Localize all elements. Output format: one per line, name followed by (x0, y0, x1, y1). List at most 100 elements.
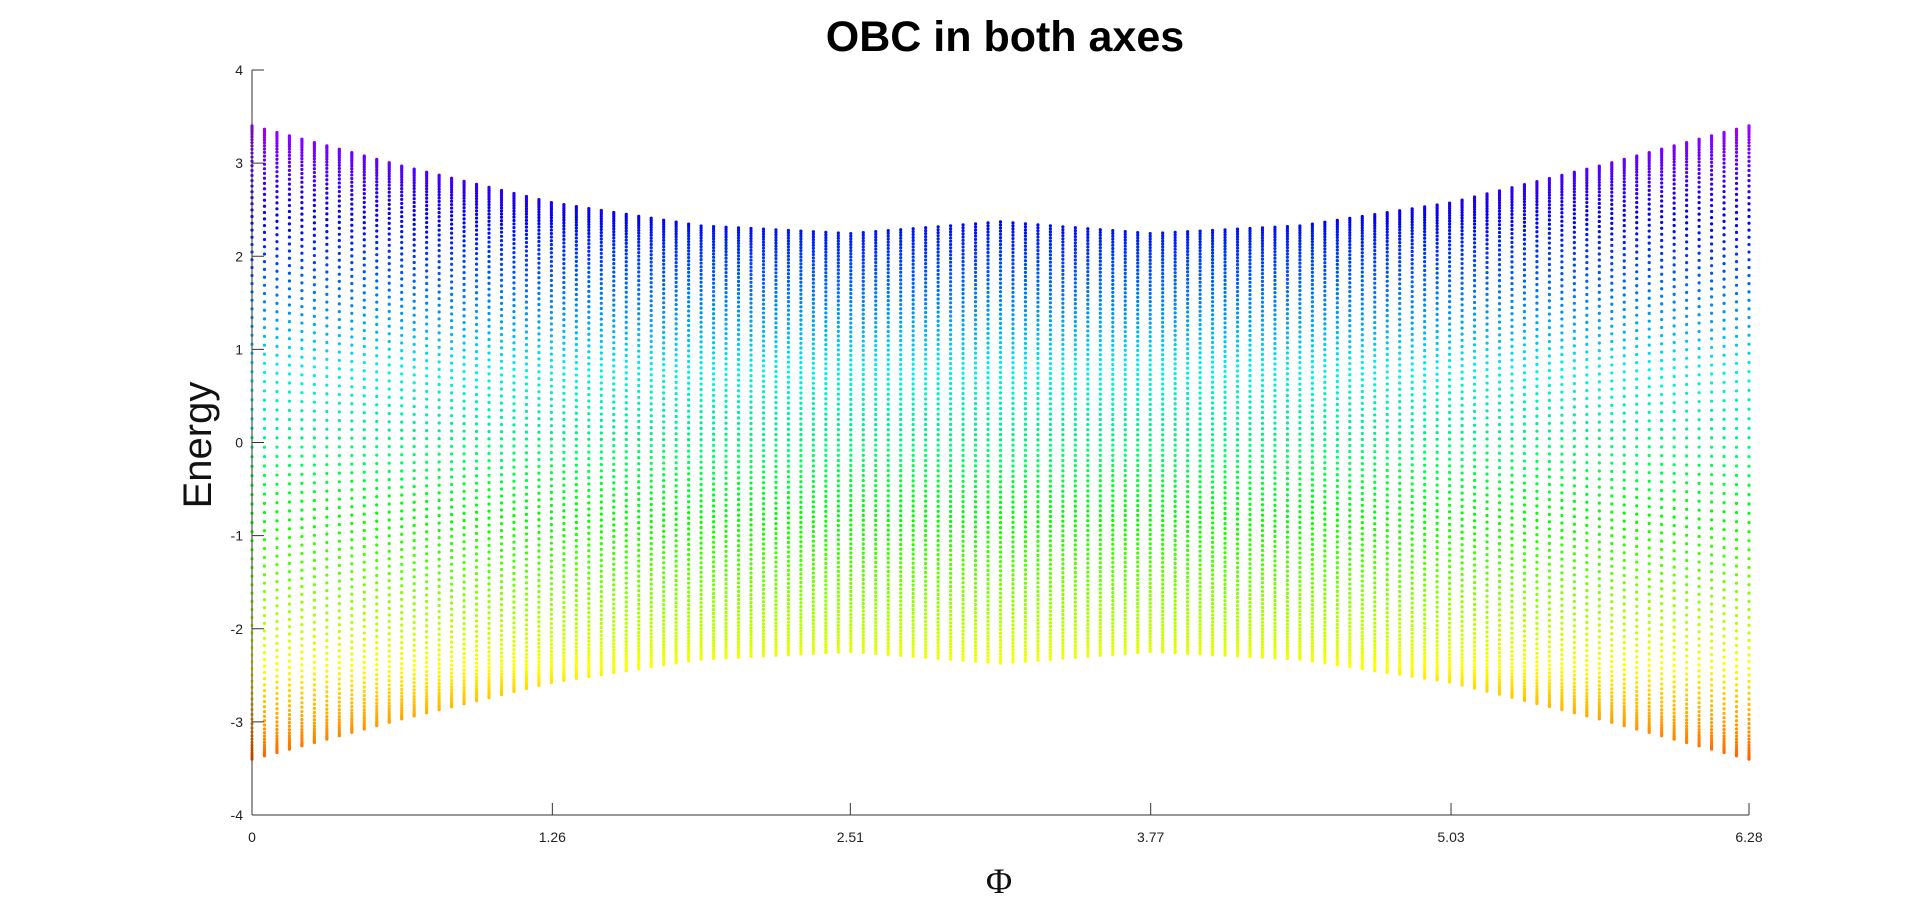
scatter-point (425, 246, 429, 250)
scatter-point (861, 513, 865, 517)
scatter-point (412, 500, 416, 504)
scatter-point (674, 478, 678, 482)
scatter-point (699, 536, 703, 540)
scatter-point (662, 397, 666, 401)
scatter-point (624, 419, 628, 423)
scatter-point (637, 630, 641, 635)
scatter-point (749, 619, 753, 623)
scatter-point (612, 210, 616, 215)
scatter-point (799, 269, 803, 273)
scatter-point (662, 654, 666, 658)
scatter-point (761, 390, 766, 394)
scatter-point (362, 711, 366, 715)
scatter-point (412, 238, 416, 242)
scatter-point (799, 309, 803, 313)
scatter-point (400, 661, 404, 666)
scatter-point (574, 567, 578, 571)
scatter-point (474, 675, 479, 680)
scatter-point (724, 614, 728, 618)
scatter-point (487, 543, 491, 548)
scatter-point (724, 582, 728, 586)
scatter-point (736, 405, 741, 409)
scatter-point (337, 204, 341, 208)
scatter-point (287, 363, 292, 367)
scatter-point (736, 323, 741, 327)
scatter-point (674, 506, 678, 510)
scatter-point (687, 259, 691, 263)
scatter-point (537, 589, 541, 594)
scatter-point (512, 600, 516, 604)
scatter-point (761, 502, 766, 506)
scatter-point (387, 339, 391, 344)
scatter-point (312, 702, 316, 706)
scatter-point (562, 636, 566, 640)
scatter-point (262, 334, 267, 338)
scatter-point (400, 277, 404, 281)
scatter-point (549, 404, 554, 408)
scatter-column (599, 208, 603, 677)
scatter-point (711, 273, 716, 277)
scatter-point (537, 584, 541, 588)
scatter-point (724, 232, 728, 237)
scatter-point (849, 372, 853, 377)
scatter-point (649, 402, 653, 406)
scatter-column (836, 231, 840, 654)
scatter-point (711, 560, 716, 564)
scatter-point (300, 691, 304, 695)
scatter-point (487, 195, 491, 199)
scatter-point (824, 607, 828, 611)
scatter-point (574, 251, 578, 255)
scatter-point (375, 686, 379, 690)
scatter-point (761, 315, 766, 320)
scatter-point (736, 572, 741, 576)
scatter-point (437, 694, 441, 698)
scatter-point (761, 427, 766, 431)
scatter-point (761, 649, 766, 653)
scatter-point (462, 647, 466, 651)
scatter-point (537, 239, 541, 244)
scatter-point (624, 305, 628, 309)
scatter-point (450, 226, 454, 231)
scatter-point (662, 571, 666, 575)
scatter-point (687, 295, 691, 299)
scatter-point (612, 284, 616, 288)
scatter-point (412, 620, 416, 625)
scatter-point (412, 167, 416, 171)
scatter-point (562, 307, 566, 311)
scatter-point (711, 262, 716, 266)
scatter-point (537, 645, 541, 649)
scatter-point (662, 636, 666, 640)
scatter-point (375, 652, 379, 656)
scatter-point (799, 231, 803, 236)
scatter-point (811, 438, 815, 442)
scatter-point (350, 674, 354, 678)
scatter-point (499, 561, 504, 565)
scatter-point (724, 476, 728, 480)
scatter-point (774, 303, 778, 307)
scatter-point (487, 582, 491, 586)
scatter-point (849, 295, 853, 300)
scatter-point (275, 519, 279, 523)
scatter-point (711, 471, 716, 475)
scatter-point (562, 546, 566, 550)
scatter-point (524, 204, 529, 208)
scatter-point (774, 228, 778, 232)
scatter-point (624, 337, 628, 341)
scatter-point (674, 264, 678, 268)
scatter-point (400, 396, 404, 400)
scatter-point (811, 337, 815, 341)
scatter-point (312, 290, 316, 295)
scatter-point (275, 262, 279, 266)
scatter-point (724, 487, 728, 491)
scatter-point (499, 585, 504, 590)
scatter-point (824, 278, 828, 282)
scatter-point (711, 382, 716, 387)
scatter-point (687, 635, 691, 639)
scatter-point (287, 473, 292, 477)
scatter-point (711, 525, 716, 529)
scatter-point (337, 723, 341, 727)
scatter-point (487, 605, 491, 609)
scatter-point (761, 240, 766, 244)
scatter-point (425, 691, 429, 695)
scatter-point (400, 525, 404, 529)
